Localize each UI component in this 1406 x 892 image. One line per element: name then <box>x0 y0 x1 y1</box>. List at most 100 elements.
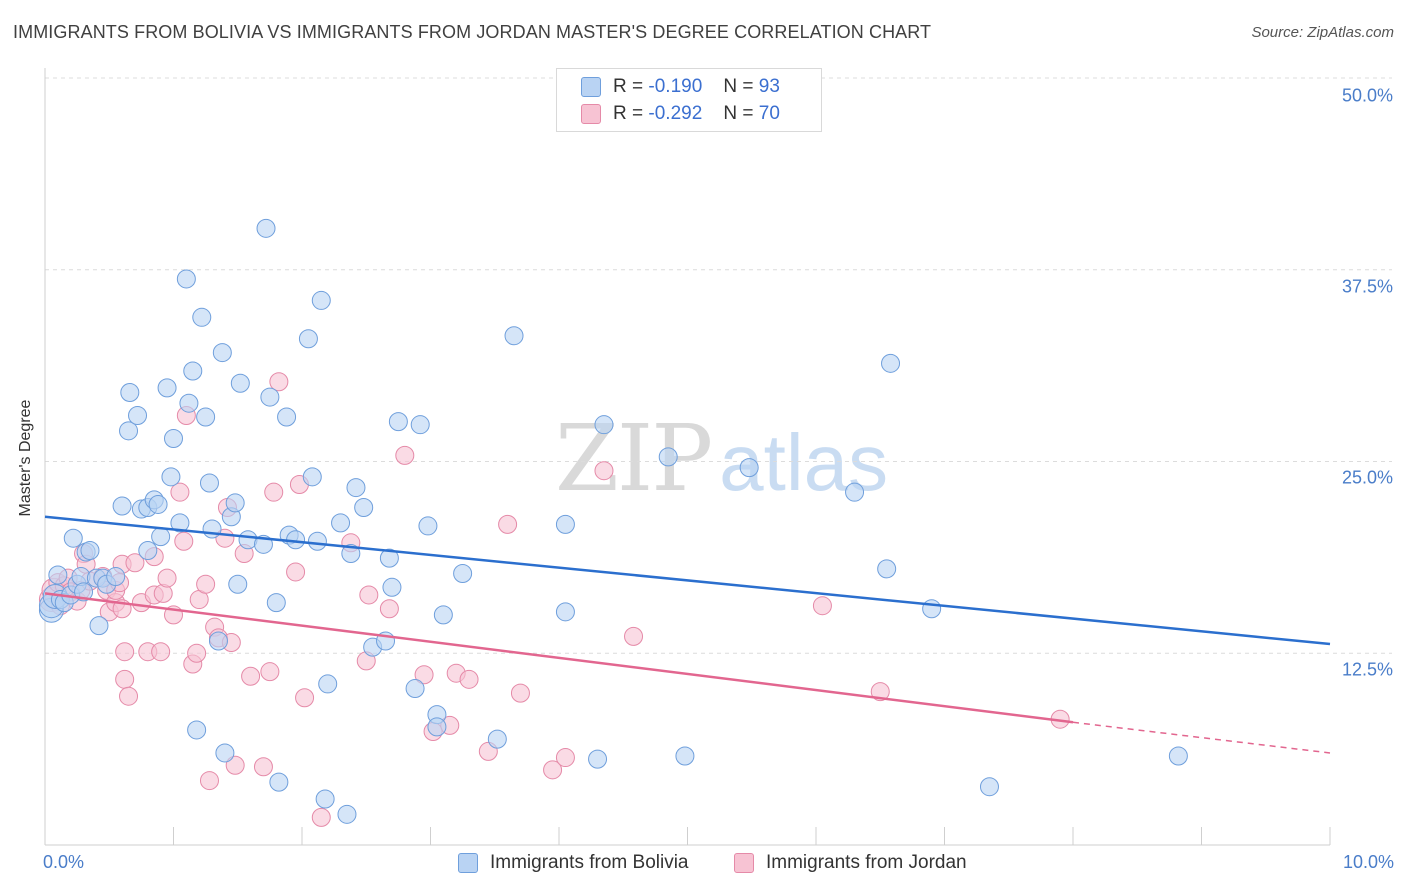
x-tick-label-max: 10.0% <box>1342 852 1394 872</box>
y-tick-label: 25.0% <box>1341 467 1393 488</box>
point-bolivia <box>318 674 338 694</box>
point-bolivia <box>80 540 100 560</box>
legend-row-bolivia: R = -0.190 N = 93 <box>581 75 780 99</box>
point-jordan <box>115 669 135 689</box>
legend-n-value-jordan: 70 <box>758 103 780 124</box>
point-bolivia <box>256 218 276 238</box>
point-jordan <box>241 666 261 686</box>
point-bolivia <box>208 631 228 651</box>
point-bolivia <box>302 467 322 487</box>
point-bolivia <box>225 493 245 513</box>
point-bolivia <box>307 531 327 551</box>
point-bolivia <box>260 387 280 407</box>
point-bolivia <box>382 577 402 597</box>
point-bolivia <box>311 290 331 310</box>
point-bolivia <box>202 519 222 539</box>
point-bolivia <box>230 373 250 393</box>
point-bolivia <box>877 559 897 579</box>
point-bolivia <box>164 428 183 448</box>
point-bolivia <box>504 326 524 346</box>
point-jordan <box>119 686 139 706</box>
point-jordan <box>870 682 890 702</box>
point-jordan <box>414 665 434 685</box>
point-bolivia <box>922 599 942 619</box>
point-bolivia <box>199 473 219 493</box>
trendline-jordan-extension <box>1072 721 1331 754</box>
point-bolivia <box>354 498 374 518</box>
point-jordan <box>311 807 331 827</box>
point-jordan <box>543 760 563 780</box>
watermark-zip: ZIP <box>555 405 713 512</box>
point-jordan <box>295 688 315 708</box>
trendline-jordan <box>44 592 1074 724</box>
point-bolivia <box>269 772 289 792</box>
point-bolivia <box>120 382 140 402</box>
point-bolivia <box>187 720 207 740</box>
point-jordan <box>286 562 306 582</box>
y-axis-label: Master's Degree <box>17 399 34 517</box>
point-bolivia <box>453 563 473 583</box>
point-bolivia <box>89 616 109 636</box>
point-bolivia <box>675 746 695 766</box>
point-jordan <box>187 643 207 663</box>
point-bolivia <box>161 467 181 487</box>
point-jordan <box>196 574 216 594</box>
point-bolivia <box>298 329 318 349</box>
point-bolivia <box>433 605 453 625</box>
legend-r-label: R = <box>613 103 644 124</box>
point-bolivia <box>379 548 399 568</box>
point-bolivia <box>331 513 351 533</box>
point-bolivia <box>63 528 83 548</box>
point-bolivia <box>176 269 196 289</box>
y-tick-label: 12.5% <box>1341 659 1393 680</box>
point-jordan <box>253 757 273 777</box>
point-bolivia <box>277 407 297 427</box>
legend-item-jordan[interactable]: Immigrants from Jordan <box>734 852 967 874</box>
point-bolivia <box>192 307 212 327</box>
point-bolivia <box>138 540 158 560</box>
point-jordan <box>812 596 832 616</box>
point-bolivia <box>418 516 438 536</box>
point-bolivia <box>588 749 608 769</box>
series-legend: Immigrants from Bolivia Immigrants from … <box>0 852 1406 876</box>
point-bolivia <box>341 544 361 564</box>
point-jordan <box>174 531 194 551</box>
point-jordan <box>199 771 219 791</box>
legend-n-label: N = <box>723 103 754 124</box>
legend-r-value-jordan: -0.292 <box>648 103 703 124</box>
point-jordan <box>359 585 379 605</box>
point-bolivia <box>128 405 148 425</box>
point-bolivia <box>405 679 425 699</box>
point-bolivia <box>183 361 203 381</box>
point-jordan <box>459 669 479 689</box>
point-jordan <box>225 755 245 775</box>
point-jordan <box>555 748 575 768</box>
point-jordan <box>125 553 145 573</box>
point-bolivia <box>979 777 999 797</box>
legend-swatch-jordan <box>734 853 754 873</box>
point-bolivia <box>266 593 286 613</box>
point-bolivia <box>427 717 447 737</box>
stats-legend: R = -0.190 N = 93 R = -0.292 N = 70 <box>556 68 822 132</box>
point-bolivia <box>170 513 190 533</box>
point-bolivia <box>555 602 575 622</box>
point-bolivia <box>106 567 126 587</box>
legend-label-bolivia: Immigrants from Bolivia <box>490 852 689 873</box>
legend-item-bolivia[interactable]: Immigrants from Bolivia <box>458 852 689 874</box>
point-bolivia <box>212 343 232 363</box>
watermark: ZIP atlas <box>555 405 888 512</box>
point-bolivia <box>119 421 139 441</box>
point-bolivia <box>594 415 614 435</box>
point-bolivia <box>315 789 335 809</box>
point-jordan <box>115 642 135 662</box>
point-jordan <box>269 372 289 392</box>
legend-row-jordan: R = -0.292 N = 70 <box>581 102 780 126</box>
point-bolivia <box>74 582 94 602</box>
point-jordan <box>170 482 190 502</box>
point-bolivia <box>658 447 678 467</box>
point-jordan <box>260 662 280 682</box>
point-bolivia <box>148 494 168 514</box>
x-tick-label-min: 0.0% <box>43 852 85 872</box>
point-jordan <box>510 683 530 703</box>
